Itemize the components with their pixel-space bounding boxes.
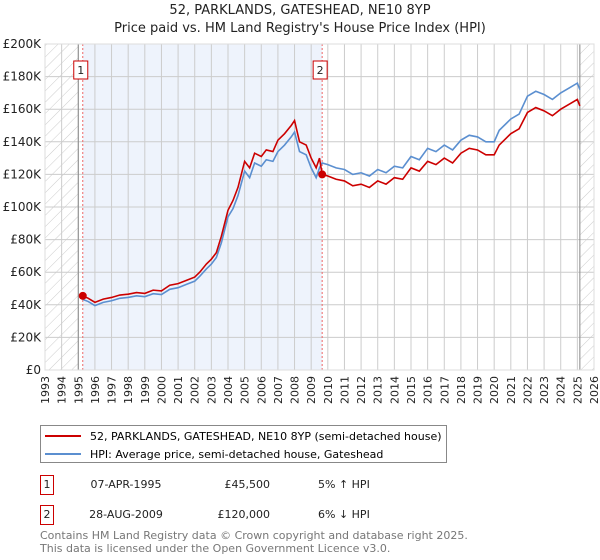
legend-label-property: 52, PARKLANDS, GATESHEAD, NE10 8YP (semi…: [90, 429, 442, 443]
sale-marker-badge: 2: [40, 505, 54, 525]
legend-label-hpi: HPI: Average price, semi-detached house,…: [90, 447, 384, 461]
price-chart: 1993 1994 1995 1996 1997 1998 1999 2000 2001 2002…: [3, 37, 600, 404]
y-tick-label: £80K: [10, 233, 42, 247]
sale-point: [78, 291, 87, 300]
x-tick-label: 2018: [455, 376, 468, 404]
x-tick-label: 2023: [538, 376, 551, 404]
hpi-series-line: [82, 81, 581, 307]
x-tick-label: 2011: [338, 376, 351, 404]
y-tick-label: £120K: [3, 167, 43, 181]
footer-line-1: Contains HM Land Registry data © Crown c…: [40, 529, 468, 542]
y-tick-label: £100K: [3, 200, 43, 214]
y-tick-label: £140K: [3, 135, 43, 149]
x-tick-label: 2004: [222, 376, 235, 404]
x-tick-label: 2005: [239, 376, 252, 404]
x-tick-label: 1998: [122, 376, 135, 404]
x-tick-label: 2015: [405, 376, 418, 404]
y-tick-label: £20K: [10, 330, 42, 344]
x-tick-label: 2024: [555, 376, 568, 404]
y-tick-label: £180K: [3, 70, 43, 84]
x-tick-label: 2012: [355, 376, 368, 404]
price-series-line: [82, 98, 581, 304]
red-line-swatch: [45, 435, 81, 437]
sale-date: 28-AUG-2009: [89, 508, 163, 521]
legend-item-hpi: HPI: Average price, semi-detached house,…: [45, 446, 442, 462]
x-tick-label: 2009: [305, 376, 318, 404]
x-tick-label: 2017: [438, 376, 451, 404]
x-tick-label: 1997: [106, 376, 119, 404]
x-tick-label: 2001: [172, 376, 185, 404]
sale-annotation-box: [312, 60, 328, 80]
sale-row: 2 28-AUG-2009 £120,000 6% ↓ HPI: [40, 505, 460, 525]
x-tick-label: 2025: [571, 376, 584, 404]
x-tick-label: 2000: [155, 376, 168, 404]
x-tick-label: 2020: [488, 376, 501, 404]
sale-price: £120,000: [217, 508, 271, 521]
x-tick-label: 2003: [205, 376, 218, 404]
x-tick-label: 1996: [89, 376, 102, 404]
blue-line-swatch: [45, 453, 81, 455]
legend: 52, PARKLANDS, GATESHEAD, NE10 8YP (semi…: [40, 425, 447, 463]
sale-hpi-diff: 5% ↑ HPI: [318, 478, 370, 491]
x-tick-label: 1999: [139, 376, 152, 404]
x-tick-label: 2010: [322, 376, 335, 404]
x-tick-label: 2014: [388, 376, 401, 404]
footer-line-2: This data is licensed under the Open Gov…: [40, 542, 391, 555]
sale-annotation-label: 2: [317, 64, 324, 77]
x-tick-label: 2008: [289, 376, 302, 404]
y-tick-label: £40K: [10, 298, 42, 312]
x-tick-label: 2016: [422, 376, 435, 404]
x-tick-label: 2002: [189, 376, 202, 404]
footer-attribution: Contains HM Land Registry data © Crown c…: [40, 529, 600, 555]
sale-marker-badge: 1: [40, 475, 54, 495]
x-tick-label: 2013: [372, 376, 385, 404]
sale-annotation-box: [73, 60, 89, 80]
x-tick-label: 2021: [505, 376, 518, 404]
sale-date: 07-APR-1995: [90, 478, 162, 491]
chart-subtitle: Price paid vs. HM Land Registry's House …: [114, 21, 486, 36]
sale-hpi-diff: 6% ↓ HPI: [318, 508, 370, 521]
x-tick-label: 2007: [272, 376, 285, 404]
sale-annotation-label: 1: [77, 64, 84, 77]
x-tick-label: 2006: [255, 376, 268, 404]
x-tick-label: 2019: [472, 376, 485, 404]
x-tick-label: 1995: [72, 376, 85, 404]
y-tick-label: £0: [26, 363, 41, 377]
y-tick-label: £200K: [3, 37, 43, 51]
x-tick-label: 2022: [521, 376, 534, 404]
sale-price: £45,500: [224, 478, 271, 491]
y-tick-label: £160K: [3, 102, 43, 116]
plot-border: [44, 43, 595, 371]
sale-row: 1 07-APR-1995 £45,500 5% ↑ HPI: [40, 475, 460, 495]
x-tick-label: 1994: [56, 376, 69, 404]
x-tick-label: 1993: [39, 376, 52, 404]
chart-title: 52, PARKLANDS, GATESHEAD, NE10 8YP: [169, 3, 431, 18]
legend-item-property: 52, PARKLANDS, GATESHEAD, NE10 8YP (semi…: [45, 428, 442, 444]
y-tick-label: £60K: [10, 265, 42, 279]
sale-point: [318, 170, 327, 179]
x-tick-label: 2026: [588, 376, 600, 404]
